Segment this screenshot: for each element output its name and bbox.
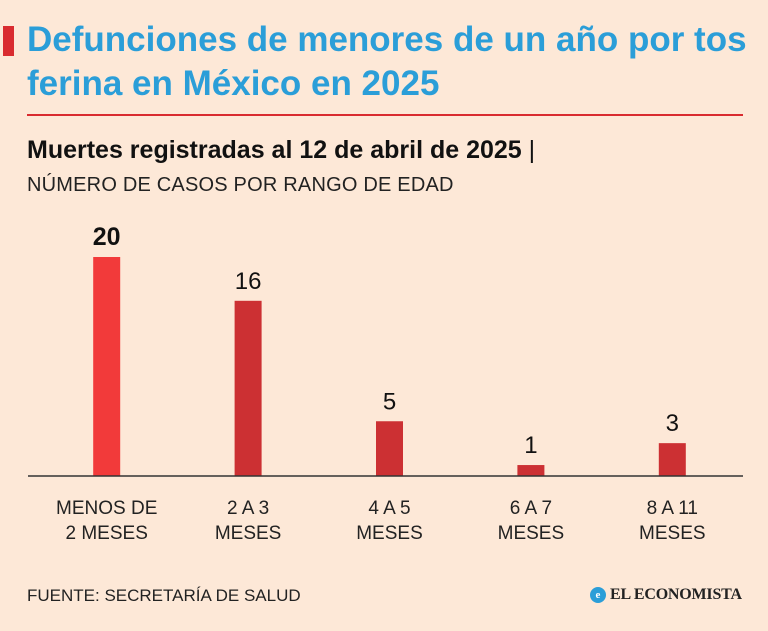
bar — [93, 257, 121, 476]
subtitle-separator: | — [528, 136, 536, 164]
x-tick-label: 2 A 3 — [227, 498, 269, 519]
data-label: 20 — [93, 223, 121, 251]
data-label: 5 — [383, 388, 396, 415]
chart-subtitle: Muertes registradas al 12 de abril de 20… — [27, 134, 535, 166]
x-tick-label: 4 A 5 — [368, 498, 410, 519]
data-label: 3 — [666, 410, 679, 437]
x-tick-label: MENOS DE — [56, 498, 157, 519]
x-tick-label: MESES — [356, 523, 423, 544]
title-divider — [27, 114, 743, 116]
x-tick-label: 8 A 11 — [647, 498, 698, 519]
x-tick-label: 2 MESES — [66, 523, 148, 544]
brand-logo: e EL ECONOMISTA — [590, 586, 742, 604]
chart-subhead: NÚMERO DE CASOS POR RANGO DE EDAD — [27, 174, 454, 196]
bar — [234, 300, 262, 476]
bar — [517, 465, 545, 476]
chart-title: Defunciones de menores de un año por tos… — [27, 20, 747, 103]
title-accent-mark — [3, 26, 14, 56]
x-tick-label: MESES — [215, 523, 282, 544]
brand-e-icon: e — [590, 587, 606, 603]
x-tick-label: MESES — [498, 523, 565, 544]
bar — [376, 421, 403, 476]
data-label: 16 — [235, 268, 262, 295]
source-note: FUENTE: SECRETARÍA DE SALUD — [27, 586, 301, 605]
x-tick-label: 6 A 7 — [510, 498, 552, 519]
bar — [658, 443, 686, 476]
brand-name: EL ECONOMISTA — [610, 586, 742, 603]
subtitle-text: Muertes registradas al 12 de abril de 20… — [27, 136, 522, 164]
data-label: 1 — [524, 432, 537, 459]
x-tick-label: MESES — [639, 523, 706, 544]
